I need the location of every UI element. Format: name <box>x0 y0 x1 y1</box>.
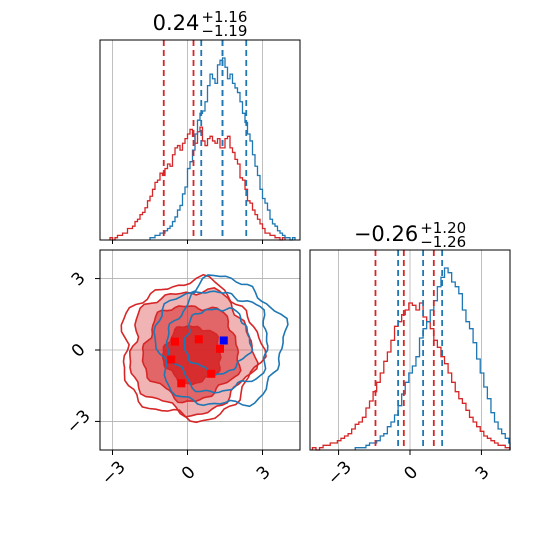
hist-y-tick-label-2: 3 <box>472 462 494 484</box>
hist-y-grid <box>338 250 482 450</box>
scatter-blue-contours <box>153 274 289 408</box>
scatter-points <box>167 335 228 388</box>
red-point-5 <box>207 369 216 378</box>
hist-y-panel: −3 0 3 −0.26 +1.20 −1.26 <box>309 219 511 489</box>
hist-x-title-sup: +1.16 <box>201 8 247 26</box>
red-point-4 <box>177 379 186 388</box>
hist-x-panel: 0.24 +1.16 −1.19 <box>99 8 301 244</box>
hist-y-red-histogram <box>311 302 511 451</box>
scatter-xtick-label-2: 3 <box>253 462 275 484</box>
scatter-ytick-label-0: −3 <box>63 406 95 438</box>
hist-y-title-main: −0.26 <box>354 222 418 246</box>
scatter-ytick-label-2: 3 <box>68 268 90 290</box>
red-point-2 <box>167 355 176 364</box>
scatter-xtick-label-1: 0 <box>178 462 200 484</box>
blue-point-0 <box>219 336 228 345</box>
hist-x-title-sub: −1.19 <box>201 22 247 40</box>
scatter-ytick-label-1: 0 <box>68 340 90 362</box>
red-contour-0 <box>120 273 267 424</box>
scatter-xtick-label-0: −3 <box>98 457 130 489</box>
hist-x-title-main: 0.24 <box>153 11 200 35</box>
hist-x-grid <box>112 40 263 240</box>
red-point-0 <box>171 337 179 346</box>
red-point-1 <box>194 335 203 344</box>
red-point-3 <box>216 344 224 353</box>
hist-y-tick-label-0: −3 <box>324 457 356 489</box>
hist-x-blue-histogram <box>149 57 296 241</box>
hist-y-quantile-lines <box>374 250 444 450</box>
blue-contour-0 <box>183 307 254 376</box>
hist-y-title-sup: +1.20 <box>420 219 466 237</box>
hist-y-title: −0.26 <box>354 222 418 246</box>
scatter-panel: −3 0 3 −3 0 3 <box>63 249 301 489</box>
hist-x-ticks <box>112 240 263 244</box>
hist-y-ticks: −3 0 3 <box>324 450 494 489</box>
blue-contour-2 <box>153 274 289 408</box>
hist-y-tick-label-1: 0 <box>400 462 422 484</box>
blue-contour-1 <box>165 290 269 394</box>
hist-x-frame <box>99 39 301 241</box>
hist-y-title-sub: −1.26 <box>420 233 466 251</box>
hist-y-blue-histogram <box>354 267 511 450</box>
hist-x-red-histogram <box>109 126 286 241</box>
scatter-red-contours <box>120 273 267 424</box>
hist-x-quantile-lines <box>162 40 248 240</box>
hist-x-title: 0.24 <box>153 11 200 35</box>
